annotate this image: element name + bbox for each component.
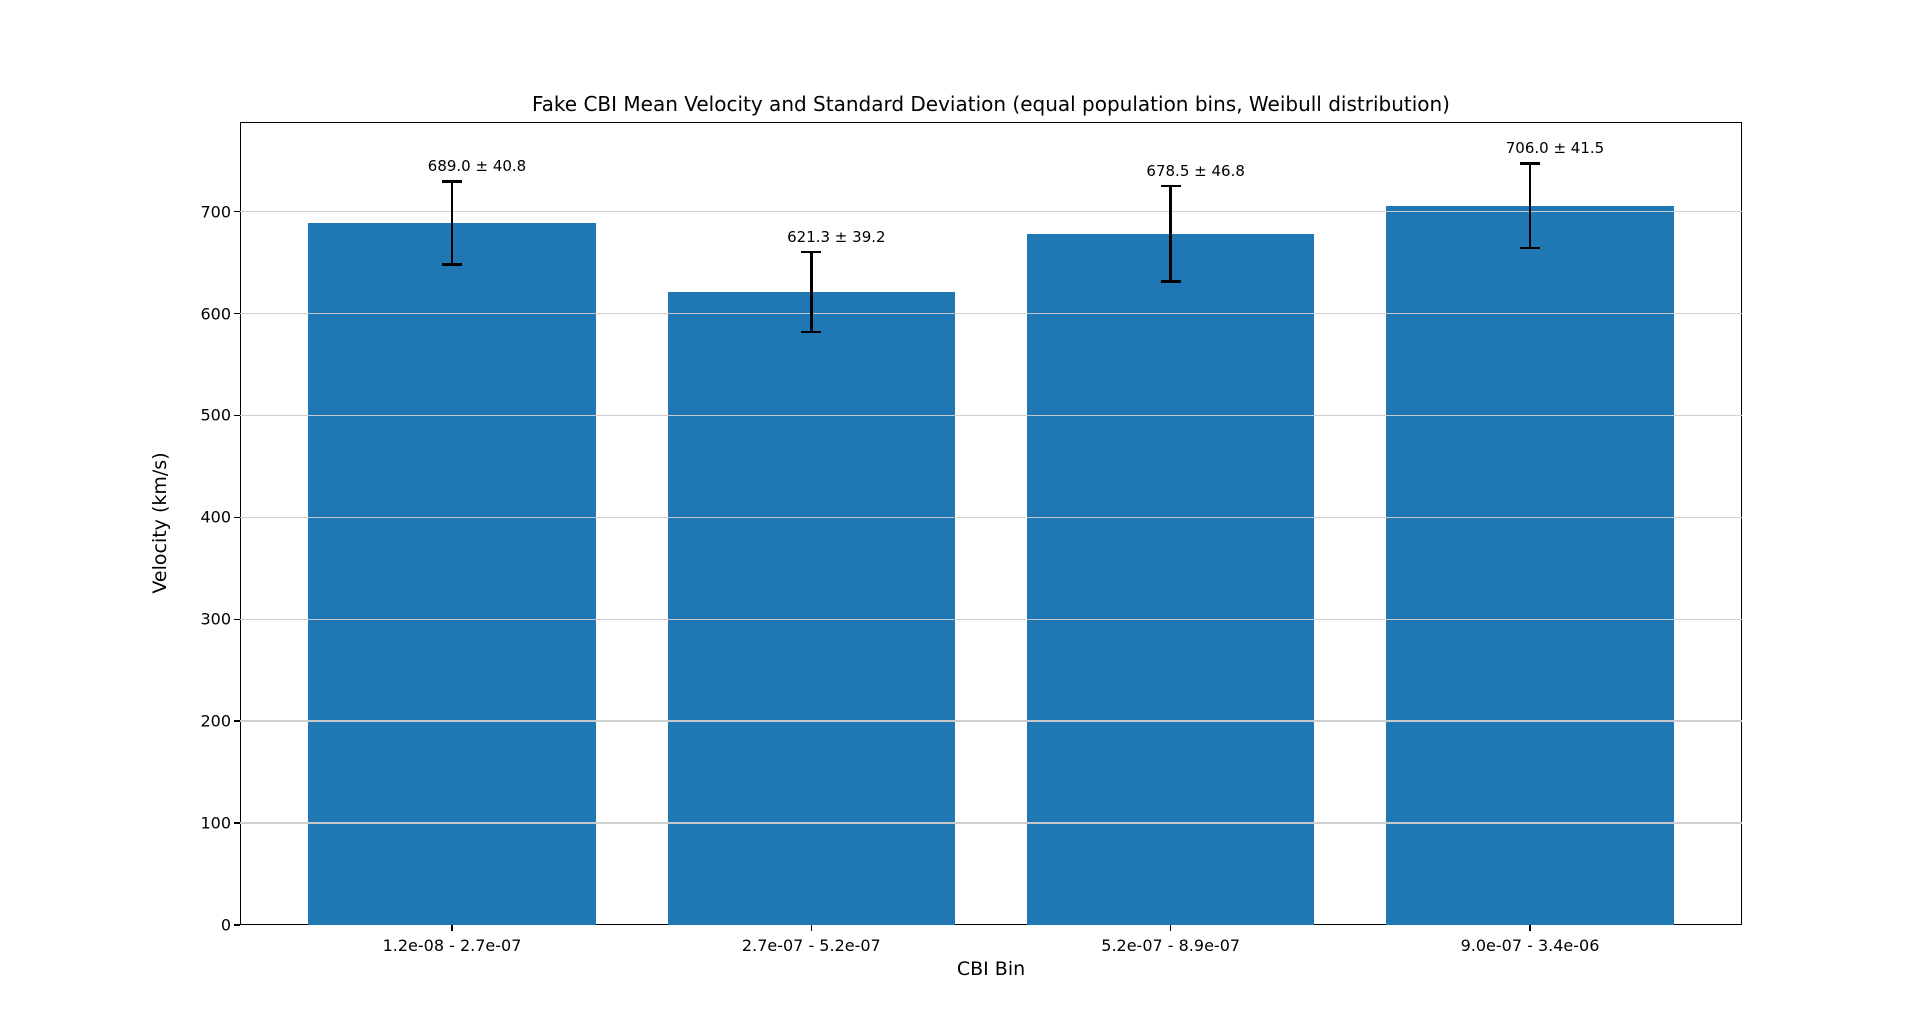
y-tick-mark [234,210,240,213]
x-axis-label: CBI Bin [956,958,1026,980]
y-tick-label: 400 [200,507,231,527]
y-tick-mark [234,414,240,417]
y-tick-mark [234,720,240,722]
error-bar-cap-bottom [1160,280,1181,283]
bar-value-label: 706.0 ± 41.5 [1505,139,1605,158]
bar [667,291,956,925]
y-tick-mark [234,312,240,315]
y-tick-mark [234,618,240,621]
error-bar-cap-top [1160,184,1181,188]
error-bar [810,251,813,332]
bar-value-label: 621.3 ± 39.2 [787,227,886,246]
y-tick-mark [234,516,240,519]
error-bar [1528,163,1532,248]
y-tick-label: 100 [200,813,231,833]
error-bar-cap-top [1519,162,1540,165]
error-bar [1169,185,1172,282]
bar [308,222,596,925]
bar-value-label: 689.0 ± 40.8 [427,157,527,176]
y-axis-label: Velocity (km/s) [149,452,171,594]
y-tick-mark [234,822,240,824]
error-bar-cap-top [442,180,462,183]
x-tick-label: 9.0e-07 - 3.4e-06 [1460,936,1600,955]
error-bar-cap-bottom [1519,246,1540,250]
x-tick-mark [1169,925,1172,931]
error-bar-cap-bottom [442,263,462,266]
x-tick-label: 2.7e-07 - 5.2e-07 [741,936,881,955]
y-tick-label: 0 [220,915,231,935]
error-bar-cap-bottom [801,330,822,334]
gridline [240,516,1742,519]
error-bar [450,181,454,265]
y-tick-label: 500 [200,405,231,425]
x-tick-mark [451,925,453,931]
bar [1026,233,1315,925]
gridline [240,822,1742,824]
gridline [240,210,1742,213]
y-tick-label: 300 [200,609,231,629]
x-tick-mark [810,925,813,931]
gridline [240,720,1742,722]
bar-value-label: 678.5 ± 46.8 [1146,161,1245,180]
gridline [240,618,1742,621]
x-tick-mark [1529,925,1531,931]
x-tick-label: 1.2e-08 - 2.7e-07 [382,936,522,955]
gridline [240,312,1742,315]
x-tick-label: 5.2e-07 - 8.9e-07 [1101,936,1241,955]
gridline [240,414,1742,417]
y-tick-mark [234,924,240,926]
bar [1386,205,1674,925]
y-tick-label: 200 [200,711,231,731]
y-tick-label: 600 [200,304,231,324]
chart-title: Fake CBI Mean Velocity and Standard Devi… [532,92,1450,116]
y-tick-label: 700 [200,202,231,222]
error-bar-cap-top [801,250,822,254]
